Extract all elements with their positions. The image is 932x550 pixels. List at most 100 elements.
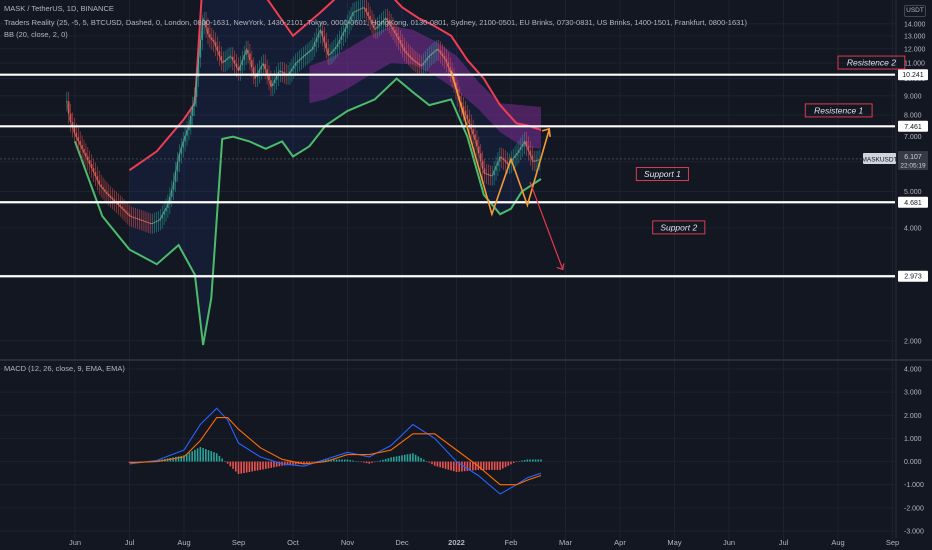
candle-body — [384, 18, 387, 21]
candle-body — [107, 193, 110, 196]
macd-histogram-bar — [275, 461, 278, 467]
candle-body — [102, 187, 104, 190]
macd-histogram-bar — [134, 461, 136, 463]
candle-body — [493, 170, 495, 176]
macd-histogram-bar — [254, 461, 256, 471]
symbol-tag-label: MASKUSDT — [861, 156, 897, 163]
candle-body — [342, 32, 345, 37]
candle-body — [373, 23, 375, 28]
candle-body — [388, 20, 390, 24]
last-price-tag — [898, 150, 928, 170]
candle-body — [283, 72, 286, 74]
annotation-label: Support 2 — [660, 222, 697, 232]
candle-body — [310, 49, 312, 52]
macd-histogram-bar — [218, 455, 221, 462]
annotation-label: Resistence 1 — [814, 105, 863, 115]
candle-body — [224, 60, 226, 63]
macd-histogram-bar — [215, 453, 218, 462]
candle-body — [119, 204, 122, 207]
candle-body — [495, 165, 497, 171]
macd-histogram-bar — [234, 461, 237, 472]
candle-body — [252, 67, 255, 75]
candle-body — [521, 144, 524, 148]
macd-histogram-bar — [425, 461, 428, 462]
y-tick-label: 11.000 — [904, 61, 925, 68]
macd-histogram-bar — [207, 450, 210, 462]
candle-body — [98, 180, 101, 185]
macd-histogram-bar — [191, 451, 193, 462]
candle-body — [222, 60, 225, 63]
candle-body — [193, 97, 196, 107]
candle-body — [531, 155, 534, 161]
candle-body — [90, 164, 93, 168]
candle-body — [81, 144, 83, 149]
candle-body — [529, 150, 532, 156]
candle-body — [264, 63, 267, 70]
candle-body — [291, 68, 293, 72]
macd-histogram-bar — [341, 459, 343, 462]
candle-body — [418, 63, 421, 66]
x-tick-label: May — [667, 538, 681, 547]
macd-histogram-bar — [452, 461, 455, 472]
orange-wave-drawing — [450, 70, 550, 217]
candle-body — [476, 139, 478, 147]
macd-histogram-bar — [194, 449, 196, 462]
macd-histogram-bar — [365, 461, 368, 464]
candle-body — [169, 196, 171, 205]
candle-body — [314, 42, 316, 47]
candle-body — [445, 58, 448, 63]
candle-body — [275, 75, 278, 80]
candle-body — [159, 218, 162, 221]
y-tick-label: 2.000 — [904, 338, 922, 345]
candle-body — [293, 65, 295, 69]
macd-histogram-bar — [371, 461, 373, 463]
macd-histogram-bar — [330, 459, 332, 462]
candle-body — [268, 74, 270, 81]
candle-body — [251, 60, 253, 68]
macd-histogram-bar — [458, 461, 461, 472]
candle-body — [334, 47, 337, 50]
candle-body — [233, 60, 236, 64]
macd-histogram-bar — [311, 461, 313, 463]
candle-body — [319, 30, 322, 34]
macd-histogram-bar — [488, 461, 490, 470]
candle-body — [415, 60, 417, 63]
candle-body — [512, 158, 514, 161]
annotation-box — [652, 220, 706, 235]
macd-histogram-bar — [502, 461, 504, 469]
candle-body — [426, 58, 429, 61]
candle-body — [199, 40, 202, 58]
candle-body — [321, 30, 324, 37]
currency-badge[interactable]: USDT — [904, 5, 926, 17]
macd-histogram-bar — [270, 461, 272, 468]
candle-body — [94, 171, 97, 176]
macd-histogram-bar — [480, 461, 482, 470]
y-tick-label: 13.000 — [904, 33, 926, 40]
candle-body — [535, 160, 537, 162]
macd-histogram-bar — [338, 459, 341, 462]
macd-histogram-bar — [256, 461, 259, 471]
macd-histogram-bar — [175, 456, 177, 462]
macd-histogram-bar — [537, 459, 540, 462]
macd-histogram-bar — [504, 461, 507, 468]
macd-histogram-bar — [433, 461, 436, 466]
macd-histogram-bar — [354, 461, 357, 462]
candle-body — [441, 53, 444, 56]
macd-histogram-bar — [376, 461, 379, 462]
y-tick-label: 5.000 — [904, 189, 922, 196]
macd-histogram-bar — [496, 461, 499, 470]
last-price-value: 6.107 — [904, 154, 922, 161]
macd-histogram-bar — [417, 456, 420, 462]
candle-body — [109, 195, 112, 198]
macd-histogram-bar — [183, 455, 185, 462]
candle-body — [449, 67, 452, 73]
candle-body — [300, 57, 303, 60]
candle-body — [237, 67, 240, 71]
candle-body — [161, 214, 163, 219]
candle-body — [296, 61, 299, 64]
macd-histogram-bar — [278, 461, 281, 467]
macd-histogram-bar — [349, 460, 352, 462]
candle-body — [167, 204, 169, 208]
candle-body — [163, 211, 165, 215]
